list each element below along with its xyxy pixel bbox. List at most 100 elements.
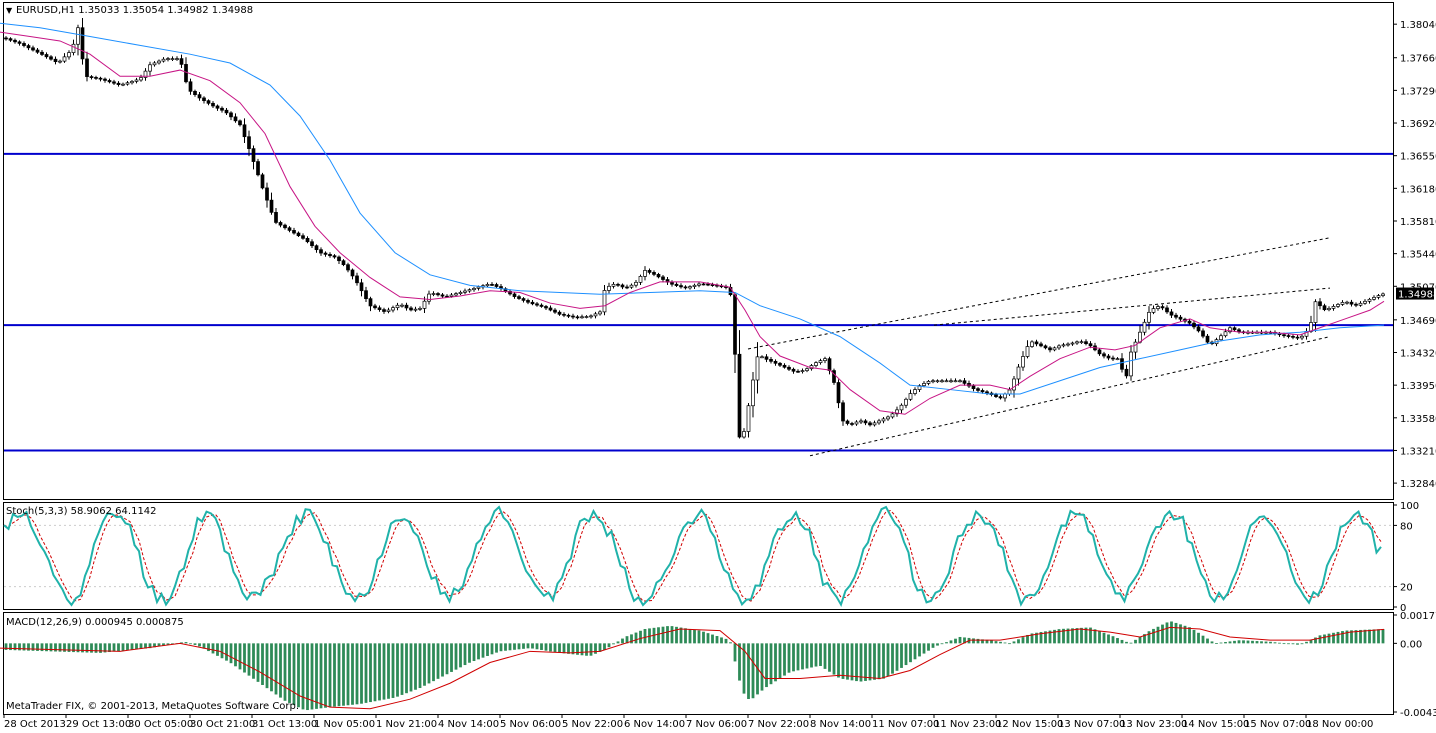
slow-moving-average-line xyxy=(0,22,1385,395)
candle-body xyxy=(301,235,305,239)
macd-histogram-bar xyxy=(954,638,957,644)
candle-body xyxy=(373,305,377,309)
candle-body xyxy=(1358,302,1363,306)
time-x-tick-label: 29 Oct 13:00 xyxy=(66,719,131,730)
candle-body xyxy=(359,282,364,292)
symbol-header-arrow-icon[interactable]: ▼ xyxy=(6,6,13,15)
macd-histogram-bar xyxy=(1053,629,1056,644)
macd-histogram-bar xyxy=(148,643,152,649)
macd-histogram-bar xyxy=(333,643,336,707)
macd-histogram-bar xyxy=(1174,622,1178,644)
macd-histogram-bar xyxy=(490,643,494,655)
candle-body xyxy=(1232,327,1237,331)
macd-histogram-bar xyxy=(324,643,327,708)
price-y-tick-label: 1.34690 xyxy=(1400,316,1436,327)
candle-body xyxy=(427,293,431,302)
macd-histogram-bar xyxy=(1017,639,1020,644)
macd-histogram-bar xyxy=(396,643,399,697)
macd-signal-line xyxy=(0,626,1385,710)
candle-body xyxy=(575,316,580,319)
macd-histogram-bar xyxy=(1125,641,1128,644)
macd-histogram-bar xyxy=(144,643,147,649)
macd-histogram-bar xyxy=(22,643,26,651)
candle-body xyxy=(742,431,746,438)
candle-body xyxy=(458,291,463,295)
candle-body xyxy=(58,60,62,63)
macd-histogram-bar xyxy=(1188,627,1191,644)
macd-histogram-bar xyxy=(576,643,579,655)
candle-body xyxy=(1178,316,1183,320)
macd-histogram-bar xyxy=(760,643,764,691)
macd-histogram-bar xyxy=(121,643,125,651)
candle-body xyxy=(508,290,512,295)
candle-body xyxy=(1372,296,1376,300)
macd-histogram-bar xyxy=(976,638,980,644)
candle-body xyxy=(310,241,314,247)
macd-histogram-bar xyxy=(1273,642,1277,644)
candle-body xyxy=(706,283,710,286)
macd-histogram-bar xyxy=(162,643,165,646)
macd-histogram-bar xyxy=(4,643,8,650)
macd-histogram-bar xyxy=(936,643,939,646)
macd-histogram-bar xyxy=(288,643,291,703)
candle-body xyxy=(832,370,836,383)
candle-body xyxy=(418,308,422,310)
candle-body xyxy=(697,283,701,286)
candle-body xyxy=(44,54,49,58)
macd-histogram-bar xyxy=(225,643,228,661)
macd-y-tick-label: 0.001777 xyxy=(1400,611,1436,622)
candle-body xyxy=(94,77,98,79)
macd-histogram-bar xyxy=(247,643,251,676)
candle-body xyxy=(341,260,346,266)
macd-histogram-bar xyxy=(981,639,984,644)
candle-body xyxy=(931,380,935,383)
macd-histogram-bar xyxy=(1075,628,1079,644)
macd-histogram-bar xyxy=(301,643,305,710)
candle-body xyxy=(71,43,76,53)
price-y-tick-label: 1.36180 xyxy=(1400,184,1436,195)
macd-histogram-bar xyxy=(436,643,440,679)
candle-body xyxy=(355,275,359,284)
macd-histogram-bar xyxy=(1345,630,1349,644)
candle-body xyxy=(980,390,985,393)
macd-histogram-bar xyxy=(1291,643,1295,645)
candle-body xyxy=(413,308,418,311)
macd-histogram-bar xyxy=(931,643,935,648)
macd-histogram-bar xyxy=(423,643,426,686)
candle-body xyxy=(1192,322,1196,328)
macd-histogram-bar xyxy=(949,640,953,644)
macd-histogram-bar xyxy=(328,643,332,708)
candle-body xyxy=(1327,308,1331,311)
macd-histogram-bar xyxy=(1048,630,1052,644)
candle-body xyxy=(436,293,440,296)
candle-body xyxy=(26,45,31,49)
macd-histogram-bar xyxy=(355,643,359,705)
candle-body xyxy=(148,64,152,72)
macd-histogram-bar xyxy=(621,638,624,644)
candle-body xyxy=(814,362,818,366)
time-x-tick-label: 1 Nov 21:00 xyxy=(376,719,437,730)
macd-histogram-bar xyxy=(1359,629,1362,644)
macd-histogram-bar xyxy=(130,643,134,650)
macd-layer xyxy=(0,621,1385,711)
macd-histogram-bar xyxy=(229,643,233,664)
macd-histogram-bar xyxy=(783,643,786,676)
macd-histogram-bar xyxy=(963,637,966,644)
candle-body xyxy=(1318,301,1322,307)
price-pane-frame xyxy=(3,2,1394,500)
macd-histogram-bar xyxy=(1318,635,1322,644)
macd-histogram-bar xyxy=(1179,624,1182,644)
macd-histogram-bar xyxy=(972,638,975,644)
macd-histogram-bar xyxy=(805,643,809,669)
macd-histogram-bar xyxy=(1264,641,1268,644)
candle-body xyxy=(1223,331,1228,337)
candle-body xyxy=(152,62,157,66)
candle-body xyxy=(1106,355,1111,359)
candle-body xyxy=(1052,347,1057,351)
macd-histogram-bar xyxy=(1296,643,1299,645)
macd-histogram-bar xyxy=(31,643,35,651)
macd-histogram-bar xyxy=(859,643,863,682)
macd-histogram-bar xyxy=(1327,633,1331,644)
macd-histogram-bar xyxy=(994,641,998,644)
